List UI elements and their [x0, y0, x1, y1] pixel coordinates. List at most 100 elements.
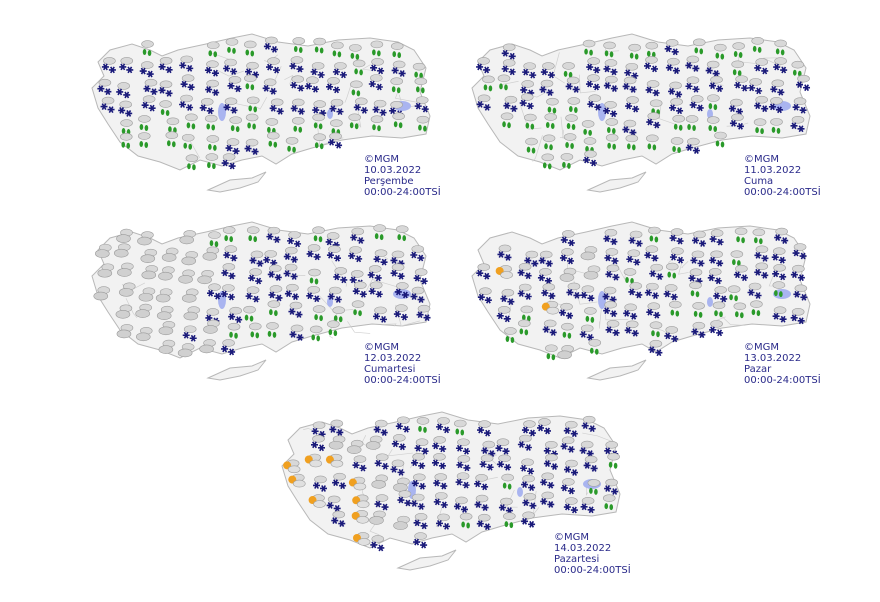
rain-icon [205, 153, 219, 170]
cyprus-outline [586, 171, 647, 193]
snowflake-icon [705, 67, 713, 74]
snow-icon [474, 474, 489, 491]
snowflake-icon [355, 255, 363, 263]
province-border [185, 133, 201, 158]
cloud-icon [583, 265, 601, 280]
snow-icon [431, 453, 446, 470]
snowflake-icon [720, 295, 728, 303]
snow-icon [455, 438, 470, 455]
snow-icon [352, 281, 367, 298]
snowflake-icon [550, 463, 558, 470]
snow-icon [685, 137, 700, 154]
snow-icon [581, 415, 596, 433]
snowflake-icon [313, 295, 321, 303]
snowflake-icon [646, 308, 654, 316]
snowflake-icon [709, 326, 717, 334]
rain-icon [582, 39, 596, 56]
snow-icon [220, 284, 235, 301]
snow-icon [689, 95, 704, 112]
rain-icon [714, 131, 727, 148]
snowflake-icon [304, 82, 312, 90]
snowflake-icon [602, 293, 610, 300]
snow-icon [623, 303, 638, 320]
rain-icon [561, 322, 574, 339]
snowflake-icon [326, 251, 334, 259]
rain-icon [312, 113, 325, 130]
rain-icon [732, 42, 745, 59]
snow-icon [501, 43, 516, 60]
snowflake-icon [484, 296, 492, 304]
snow-icon [603, 75, 618, 92]
sun-icon [283, 459, 301, 474]
snowflake-icon [676, 107, 684, 115]
rain-icon [750, 300, 763, 317]
rain-icon [292, 37, 306, 53]
cloud-icon [197, 269, 214, 285]
snowflake-icon [97, 85, 105, 93]
snowflake-icon [432, 442, 440, 450]
snowflake-icon [605, 270, 613, 278]
sun-icon [351, 510, 370, 524]
snowflake-icon [605, 326, 613, 334]
snow-icon [410, 245, 425, 262]
snowflake-icon [390, 465, 398, 473]
snow-icon [100, 96, 115, 114]
rain-icon [545, 344, 558, 361]
snow-icon [453, 496, 468, 513]
snowflake-icon [668, 88, 676, 95]
rain-icon [520, 305, 534, 322]
snowflake-icon [248, 274, 256, 282]
snow-icon [410, 493, 425, 510]
snowflake-icon [410, 500, 418, 507]
snow-icon [306, 244, 321, 261]
snowflake-icon [548, 292, 556, 300]
snow-icon [563, 497, 578, 514]
snow-icon [143, 78, 158, 96]
rain-icon [453, 419, 467, 436]
snowflake-icon [644, 289, 652, 297]
snow-icon [179, 94, 194, 111]
snow-icon [669, 228, 684, 245]
snowflake-icon [221, 269, 229, 277]
snow-icon [290, 75, 305, 92]
snow-icon [579, 440, 594, 457]
snowflake-icon [400, 313, 408, 321]
snow-icon [522, 492, 537, 510]
snowflake-icon [263, 42, 271, 50]
snowflake-icon [604, 254, 612, 262]
rain-icon [416, 115, 430, 132]
snowflake-icon [579, 447, 587, 455]
snowflake-icon [635, 240, 643, 247]
snow-icon [626, 249, 641, 266]
snowflake-icon [590, 159, 598, 167]
snow-icon [691, 321, 706, 339]
snow-icon [372, 99, 387, 117]
snow-icon [644, 282, 659, 300]
weather-map-day-5: ©MGM 14.03.2022 Pazartesi 00:00-24:00TSİ [270, 398, 631, 583]
snowflake-icon [754, 292, 762, 299]
rain-icon [669, 300, 682, 317]
snowflake-icon [126, 66, 134, 74]
snow-icon [416, 304, 431, 322]
snowflake-icon [411, 479, 419, 487]
snowflake-icon [610, 310, 618, 318]
day: Cuma [744, 176, 774, 187]
snow-icon [538, 250, 553, 267]
snowflake-icon [772, 312, 780, 320]
cloud-icon [202, 246, 220, 261]
snowflake-icon [501, 65, 509, 73]
snow-icon [333, 267, 348, 284]
snowflake-icon [675, 91, 683, 98]
snow-icon [796, 74, 811, 92]
snow-icon [517, 262, 532, 280]
snowflake-icon [390, 269, 398, 277]
rain-icon [392, 112, 405, 129]
snowflake-icon [611, 257, 619, 265]
snow-icon [625, 96, 640, 113]
snowflake-icon [651, 292, 659, 300]
snowflake-icon [339, 482, 347, 490]
rain-icon [648, 226, 661, 243]
snow-icon [329, 98, 344, 116]
snowflake-icon [205, 86, 213, 93]
snow-icon [644, 245, 659, 262]
